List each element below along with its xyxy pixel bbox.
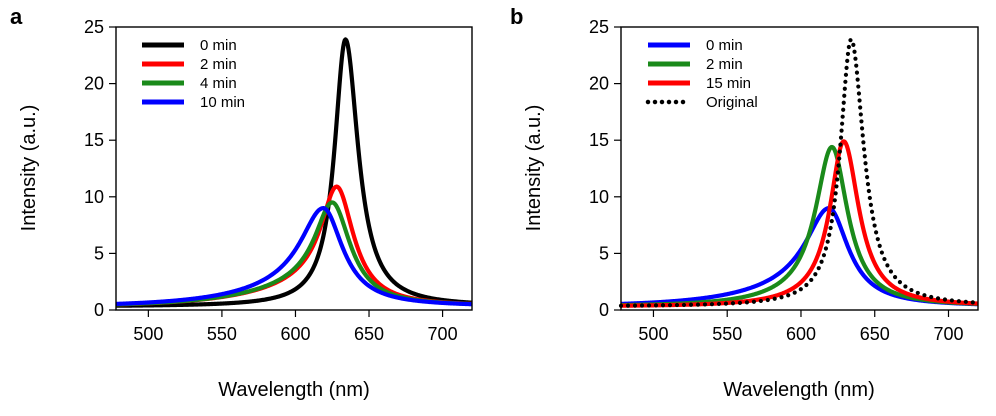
panel-b-frame [620,26,979,311]
x-tick-label: 500 [133,324,163,344]
series-line [114,37,474,308]
x-tick-label: 500 [638,324,668,344]
y-tick-label: 5 [599,243,609,263]
y-tick-label: 10 [589,187,609,207]
x-tick-label: 700 [428,324,458,344]
legend-label: Original [706,94,758,111]
y-tick-label: 0 [599,300,609,320]
x-tick-label: 600 [280,324,310,344]
x-tick-label: 650 [354,324,384,344]
panel-b-letter: b [510,4,523,29]
legend-label: 4 min [200,75,237,92]
panel-a-ylabel: Intensity (a.u.) [18,105,40,232]
y-tick-label: 15 [589,130,609,150]
y-tick-label: 20 [84,74,104,94]
y-tick-label: 25 [589,17,609,37]
panel-a-legend: 0 min 2 min 4 min 10 min [142,37,245,111]
panel-b-legend: 0 min 2 min 15 min Original [645,37,758,111]
panel-b-ticks: 500 550 600 650 700 0 5 10 15 20 25 [589,17,964,344]
series-line [618,37,981,308]
x-tick-label: 600 [786,324,816,344]
series-line [114,184,474,307]
panel-a-xlabel: Wavelength (nm) [218,379,370,401]
legend-label: 15 min [706,75,751,92]
y-tick-label: 25 [84,17,104,37]
panel-a-letter: a [10,4,23,29]
legend-label: 0 min [200,37,237,54]
series-line [114,206,474,307]
series-line [619,139,980,308]
x-tick-label: 550 [207,324,237,344]
panel-a-ticks: 500 550 600 650 700 0 5 10 15 20 25 [84,17,458,344]
panel-b-ylabel: Intensity (a.u.) [523,105,545,232]
y-tick-label: 5 [94,243,104,263]
legend-label: 10 min [200,94,245,111]
legend-label: 0 min [706,37,743,54]
panel-b-xlabel: Wavelength (nm) [723,379,875,401]
panel-a: a Intensity (a.u.) Wavelength (nm) 500 55… [10,4,474,401]
panel-b: b Intensity (a.u.) Wavelength (nm) 500 55… [510,4,981,401]
y-tick-label: 20 [589,74,609,94]
legend-label: 2 min [706,56,743,73]
x-tick-label: 650 [860,324,890,344]
legend-label: 2 min [200,56,237,73]
panel-b-curves [618,37,981,308]
y-tick-label: 0 [94,300,104,320]
panel-a-frame [115,26,473,311]
y-tick-label: 10 [84,187,104,207]
y-tick-label: 15 [84,130,104,150]
x-tick-label: 700 [933,324,963,344]
x-tick-label: 550 [712,324,742,344]
panel-a-curves [114,37,474,308]
